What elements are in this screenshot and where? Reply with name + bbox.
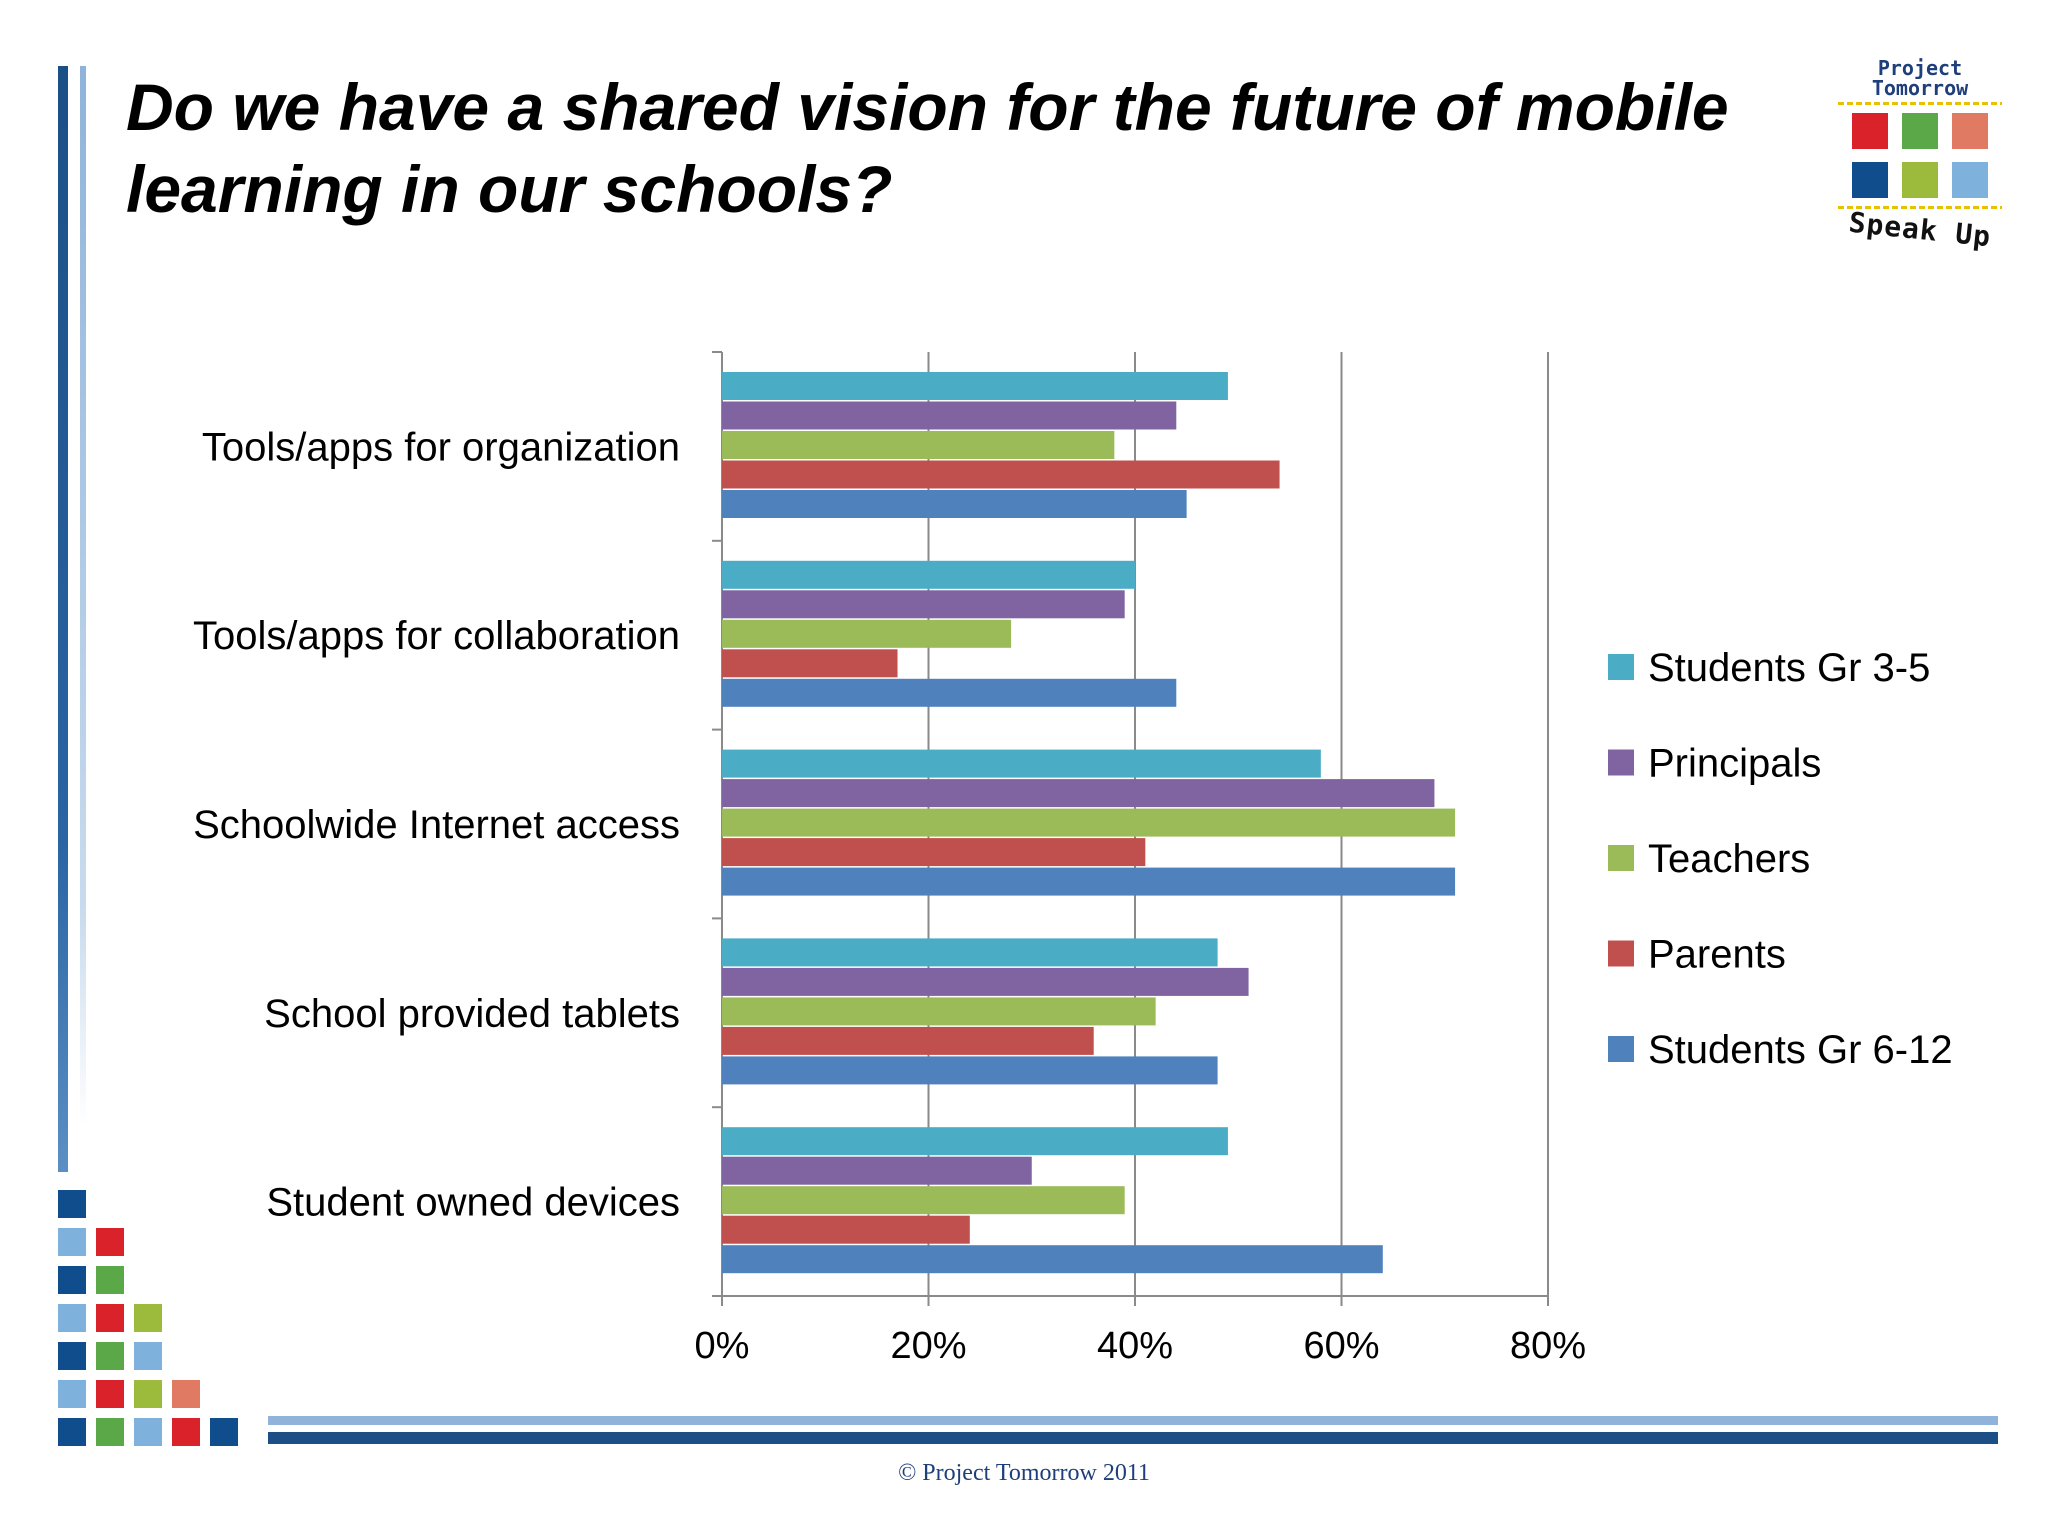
bar (722, 808, 1456, 837)
bottom-rule-dark (268, 1432, 1998, 1444)
logo-tile (1902, 162, 1938, 198)
x-tick-label: 20% (890, 1325, 966, 1367)
bar (722, 1215, 970, 1244)
mosaic-square (96, 1380, 124, 1408)
bar (722, 431, 1115, 459)
mosaic-square (58, 1304, 86, 1332)
bar (722, 490, 1187, 518)
legend-swatch (1608, 1036, 1634, 1062)
mosaic-square (58, 1190, 86, 1218)
legend-swatch (1608, 749, 1634, 776)
mosaic-square (96, 1228, 124, 1256)
x-tick-label: 0% (695, 1325, 750, 1367)
mosaic-square (96, 1342, 124, 1370)
bar (722, 997, 1156, 1026)
mosaic-square (134, 1342, 162, 1370)
left-accent-bar-light (80, 66, 86, 1126)
bar (722, 649, 898, 678)
logo-divider-top (1838, 102, 2002, 105)
x-tick-label: 80% (1510, 1325, 1586, 1367)
mosaic-square (58, 1418, 86, 1446)
category-label: Tools/apps for organization (202, 425, 680, 469)
mosaic-square (172, 1380, 200, 1408)
legend: Students Gr 3-5 Principals Teachers Parents… (1608, 646, 1953, 1072)
slide-title: Do we have a shared vision for the futur… (126, 70, 1729, 226)
bar (722, 1056, 1218, 1085)
bar (722, 749, 1321, 778)
bar (722, 867, 1456, 896)
bar (722, 1156, 1032, 1185)
mosaic-square (96, 1304, 124, 1332)
bar (722, 967, 1249, 996)
logo-divider-bottom (1838, 206, 2002, 209)
bar (722, 460, 1280, 489)
bars (722, 372, 1456, 1274)
legend-swatch (1608, 654, 1634, 680)
logo-tile (1952, 113, 1988, 149)
x-tick-labels: 0% 20% 40% 60% 80% (695, 1325, 1586, 1367)
mosaic-square (134, 1418, 162, 1446)
legend-label: Students Gr 3-5 (1648, 646, 1930, 690)
mosaic-square (210, 1418, 238, 1446)
bar (722, 619, 1012, 648)
category-labels: Tools/apps for organization Tools/apps fo… (193, 425, 680, 1224)
category-label: Schoolwide Internet access (193, 803, 680, 847)
bottom-rule-light (268, 1416, 1998, 1425)
mosaic-square (134, 1380, 162, 1408)
mosaic-square (58, 1228, 86, 1256)
bar (722, 401, 1177, 430)
bar (722, 560, 1135, 589)
x-tick-label: 60% (1303, 1325, 1379, 1367)
logo-tile (1852, 113, 1888, 149)
bar (722, 590, 1125, 619)
mosaic-square (58, 1380, 86, 1408)
legend-label: Teachers (1648, 837, 1810, 881)
category-label: Student owned devices (266, 1181, 680, 1225)
logo-tile (1852, 162, 1888, 198)
logo-tile (1902, 113, 1938, 149)
bar (722, 1245, 1383, 1274)
mosaic-square (172, 1418, 200, 1446)
mosaic-square (96, 1418, 124, 1446)
mosaic-square (134, 1304, 162, 1332)
project-tomorrow-logo: Project Tomorrow Speak Up (1830, 58, 2010, 268)
logo-tile-grid (1830, 113, 2010, 198)
logo-tile (1952, 162, 1988, 198)
bar (722, 372, 1228, 400)
logo-line-2: Tomorrow (1871, 76, 1969, 100)
legend-swatch (1608, 940, 1634, 967)
left-accent-bar-dark (58, 66, 68, 1172)
legend-label: Principals (1648, 742, 1821, 786)
bar (722, 1127, 1228, 1156)
bar (722, 1026, 1094, 1055)
bar (722, 1186, 1125, 1215)
logo-line-1: Project (1877, 56, 1963, 80)
copyright-footer: © Project Tomorrow 2011 (898, 1460, 1150, 1486)
mosaic-square (96, 1266, 124, 1294)
mosaic-square (58, 1342, 86, 1370)
legend-label: Students Gr 6-12 (1648, 1028, 1953, 1072)
mosaic-square (58, 1266, 86, 1294)
category-label: Tools/apps for collaboration (193, 614, 680, 658)
bar (722, 678, 1177, 707)
bar (722, 838, 1146, 867)
bar (722, 779, 1435, 808)
bar (722, 938, 1218, 967)
legend-label: Parents (1648, 933, 1786, 977)
x-tick-label: 40% (1097, 1325, 1173, 1367)
legend-swatch (1608, 845, 1634, 871)
category-label: School provided tablets (264, 992, 680, 1036)
